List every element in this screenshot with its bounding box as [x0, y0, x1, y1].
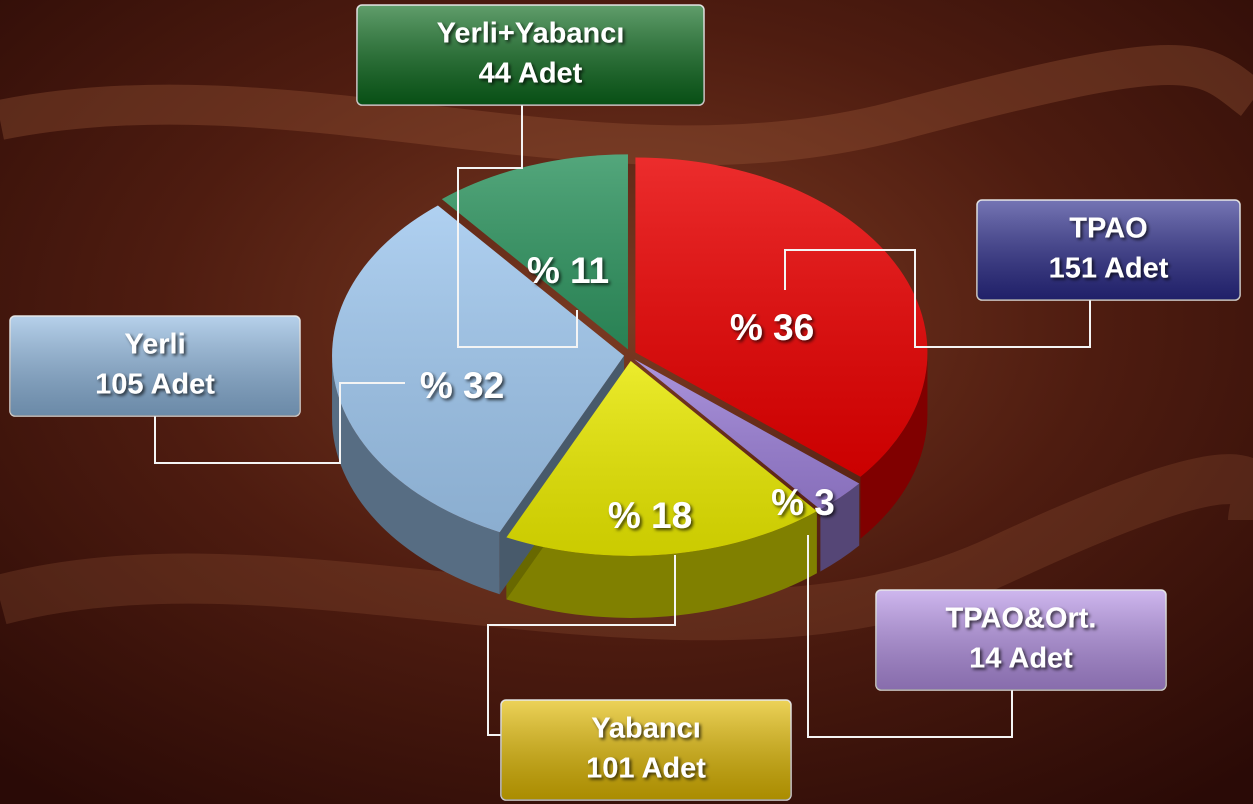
label-name: TPAO&Ort.	[946, 603, 1097, 635]
pie	[332, 154, 928, 618]
annotations: TPAO 151 Adet % 36 TPAO&Ort. 14 Adet % 3 Yaban…	[9, 4, 1241, 801]
slice-side	[860, 352, 928, 539]
slice-side	[332, 355, 500, 595]
background-swirl	[0, 45, 1253, 166]
label-box-gloss	[10, 316, 300, 416]
label-count: 14 Adet	[969, 643, 1073, 675]
slice-side	[820, 483, 860, 572]
label-name: Yerli	[124, 329, 185, 361]
slice-side	[506, 511, 817, 618]
slice-gloss	[441, 154, 628, 350]
label-box-gloss	[501, 700, 791, 800]
leader-line	[784, 249, 1091, 348]
label-count: 105 Adet	[95, 369, 215, 401]
leader-line	[807, 535, 1013, 738]
leader-line	[154, 382, 405, 464]
label-name: Yerli+Yabancı	[437, 18, 625, 50]
label-name: TPAO	[1069, 213, 1147, 245]
slice-gloss	[635, 157, 928, 477]
leader-line	[457, 105, 578, 348]
slice-gloss	[506, 360, 817, 556]
data-label: % 36	[730, 307, 814, 348]
label-count: 44 Adet	[479, 58, 583, 90]
label-box-gloss	[977, 200, 1240, 300]
data-label: % 18	[608, 495, 692, 536]
data-label: % 3	[771, 482, 835, 523]
data-label: % 11	[527, 250, 609, 291]
label-box-gloss	[357, 5, 704, 105]
label-count: 151 Adet	[1049, 253, 1169, 285]
data-label: % 32	[420, 365, 504, 406]
background-swirl	[0, 454, 1253, 641]
label-box-gloss	[876, 590, 1166, 690]
leader-line	[487, 555, 676, 736]
slice-gloss	[332, 205, 625, 533]
label-count: 101 Adet	[586, 753, 706, 785]
slice-gloss	[634, 359, 860, 510]
label-name: Yabancı	[591, 713, 701, 745]
